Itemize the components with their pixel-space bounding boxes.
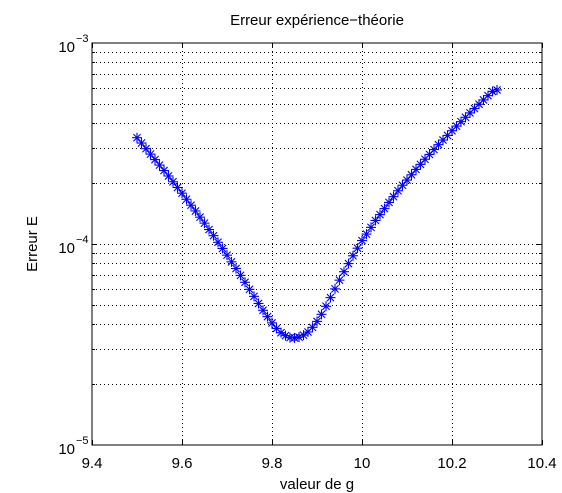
data-point	[136, 138, 147, 149]
data-point	[181, 194, 192, 205]
data-point	[424, 149, 435, 160]
data-point	[141, 143, 151, 154]
data-point	[438, 135, 448, 146]
y-tick-label: 10 −5	[58, 435, 88, 458]
data-point	[267, 317, 277, 328]
y-tick-exponent: −5	[76, 435, 89, 447]
data-point	[190, 205, 201, 216]
data-point	[222, 250, 232, 261]
data-point	[406, 169, 417, 180]
data-point	[370, 215, 381, 226]
data-point	[150, 154, 160, 165]
y-axis-label: Erreur E	[24, 216, 41, 272]
data-point	[393, 185, 403, 196]
data-point	[217, 243, 228, 254]
data-point	[316, 309, 327, 320]
data-point	[253, 298, 264, 309]
data-point	[132, 132, 142, 143]
data-point	[177, 188, 187, 199]
data-point	[186, 200, 196, 211]
data-point	[388, 191, 399, 202]
data-point	[492, 84, 502, 95]
x-tick-label: 10.4	[527, 455, 556, 472]
data-point	[312, 316, 322, 327]
data-point	[249, 291, 259, 302]
data-point	[343, 258, 354, 269]
data-point	[163, 170, 174, 181]
x-tick-label: 9.6	[172, 455, 193, 472]
data-point	[258, 305, 268, 316]
data-point	[325, 292, 336, 303]
data-point	[402, 175, 412, 186]
y-tick-base: 10	[58, 39, 75, 56]
y-tick-label: 10 −3	[58, 33, 88, 56]
data-series	[132, 84, 502, 343]
data-point	[379, 203, 390, 214]
data-point	[357, 235, 367, 246]
data-point	[334, 275, 345, 286]
data-point	[226, 256, 237, 267]
data-point	[213, 237, 223, 248]
data-point	[487, 86, 498, 97]
y-tick-exponent: −4	[76, 234, 89, 246]
y-tick-base: 10	[58, 441, 75, 458]
data-point	[145, 149, 156, 160]
x-tick-label: 9.8	[262, 455, 283, 472]
data-point	[154, 160, 165, 171]
data-point	[199, 218, 210, 229]
data-point	[172, 182, 183, 193]
x-tick-label: 9.4	[82, 455, 103, 472]
chart-title: Erreur expérience−théorie	[230, 12, 404, 29]
y-tick-label: 10 −4	[58, 234, 88, 257]
data-point	[348, 250, 358, 261]
y-tick-base: 10	[58, 240, 75, 257]
data-point	[208, 230, 219, 241]
data-point	[235, 270, 246, 281]
data-point	[168, 176, 178, 187]
data-point	[361, 229, 372, 240]
x-tick-label: 10	[354, 455, 371, 472]
data-point	[159, 165, 169, 176]
ticks	[92, 43, 543, 445]
data-point	[262, 311, 273, 322]
y-tick-exponent: −3	[76, 33, 89, 45]
data-point	[352, 243, 363, 254]
y-tick-labels: 10 −5 10 −4 10 −3	[58, 33, 88, 458]
x-tick-label: 10.2	[437, 455, 466, 472]
data-point	[339, 266, 349, 277]
data-point	[384, 197, 394, 208]
data-point	[330, 283, 340, 294]
x-tick-labels: 9.4 9.6 9.8 10 10.2 10.4	[82, 455, 557, 472]
data-point	[366, 222, 376, 233]
data-point	[195, 212, 205, 223]
data-point	[375, 209, 385, 220]
x-axis-label: valeur de g	[280, 476, 354, 493]
data-point	[244, 284, 255, 295]
data-point	[231, 263, 241, 274]
data-point	[240, 277, 250, 288]
data-point	[307, 322, 318, 333]
data-point	[204, 224, 214, 235]
data-point	[321, 301, 331, 312]
